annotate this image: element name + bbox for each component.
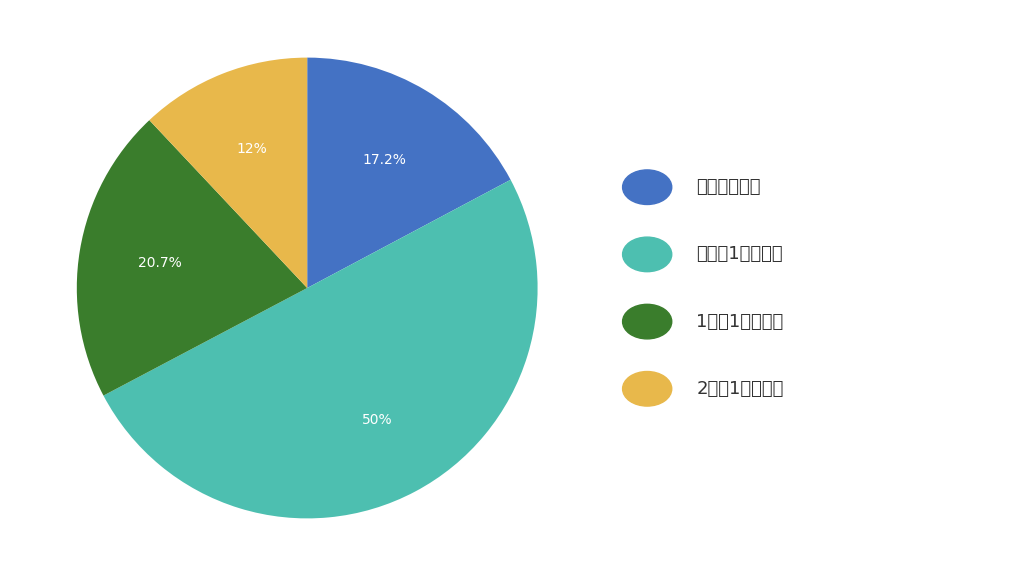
Circle shape xyxy=(623,237,672,272)
Wedge shape xyxy=(150,58,307,288)
Text: 17.2%: 17.2% xyxy=(362,153,407,166)
Text: 20.7%: 20.7% xyxy=(137,256,181,270)
Circle shape xyxy=(623,170,672,204)
Text: 2年に1回くらい: 2年に1回くらい xyxy=(696,380,783,398)
Text: 12%: 12% xyxy=(237,142,267,156)
Text: シーズンごと: シーズンごと xyxy=(696,178,761,196)
Text: 50%: 50% xyxy=(362,414,392,427)
Text: 半年に1回くらい: 半年に1回くらい xyxy=(696,245,783,263)
Wedge shape xyxy=(103,180,538,518)
Circle shape xyxy=(623,304,672,339)
Wedge shape xyxy=(77,120,307,396)
Wedge shape xyxy=(307,58,511,288)
Text: 1年に1回くらい: 1年に1回くらい xyxy=(696,313,783,331)
Circle shape xyxy=(623,372,672,406)
